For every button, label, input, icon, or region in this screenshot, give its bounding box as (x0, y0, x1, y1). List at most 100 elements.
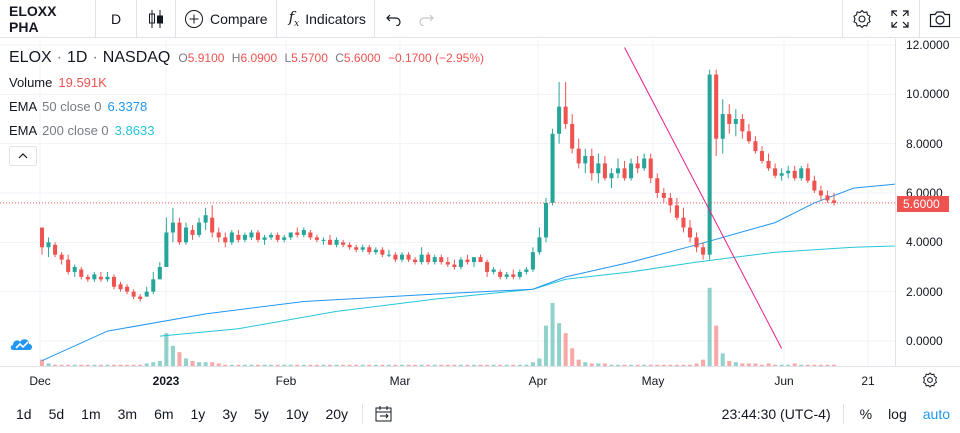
candle-body (275, 234, 280, 240)
time-tick: 21 (861, 374, 875, 388)
snapshot-button[interactable] (920, 0, 960, 38)
candle-body (347, 244, 352, 248)
volume-bar (183, 358, 189, 366)
volume-bar (236, 364, 241, 366)
compare-button[interactable]: Compare (176, 0, 276, 38)
candle-body (517, 271, 522, 277)
price-axis[interactable]: 12.0000 10.0000 8.0000 6.0000 4.0000 2.0… (895, 38, 960, 366)
volume-bar (144, 363, 149, 366)
legend-ohlc: O5.9100 H6.0900 L5.5700 C5.6000 −0.1700 … (178, 51, 488, 65)
volume-bar (46, 363, 51, 366)
fullscreen-button[interactable] (881, 0, 919, 38)
candle-body (557, 106, 562, 134)
volume-bar (177, 352, 182, 366)
toolbar-divider (373, 0, 375, 38)
volume-bar (576, 359, 581, 366)
range-10y-button[interactable]: 10y (285, 406, 309, 422)
volume-bar (648, 364, 653, 366)
indicators-button[interactable]: fx Indicators (277, 0, 374, 38)
candle-body (269, 234, 274, 238)
time-tick: Dec (29, 374, 51, 388)
volume-bar (125, 364, 130, 366)
volume-bar (740, 363, 745, 366)
legend-collapse-button[interactable] (9, 146, 37, 166)
legend-ticker[interactable]: ELOX (9, 49, 52, 66)
legend-volume[interactable]: Volume 19.591K (9, 70, 488, 94)
volume-bar (707, 287, 712, 366)
top-toolbar: ELOXX PHA D Compare fx Indicators (0, 0, 960, 38)
settings-button[interactable] (843, 0, 881, 38)
volume-bar (452, 364, 457, 366)
legend-ema200[interactable]: EMA 200 close 0 3.8633 (9, 118, 488, 142)
candle-body (537, 237, 542, 253)
chart-style-button[interactable] (137, 0, 175, 38)
candle-body (183, 227, 189, 243)
candle-body (144, 291, 149, 297)
axis-settings-icon[interactable] (922, 372, 938, 388)
auto-scale-button[interactable]: auto (922, 406, 950, 422)
candle-body (413, 259, 418, 263)
volume-bar (478, 364, 483, 366)
volume-bar (59, 364, 64, 366)
candle-body (714, 74, 719, 139)
price-chart[interactable] (0, 39, 895, 366)
range-1d-button[interactable]: 1d (16, 406, 32, 422)
candle-body (314, 237, 319, 240)
candle-body (197, 222, 202, 235)
volume-bar (537, 358, 542, 366)
volume-bar (674, 364, 679, 366)
low-key: L (284, 51, 292, 65)
volume-bar (327, 364, 333, 366)
volume-bar (609, 364, 614, 366)
volume-bar (818, 364, 823, 366)
volume-bar (602, 363, 607, 366)
log-scale-button[interactable]: log (888, 406, 907, 422)
redo-button[interactable] (413, 0, 439, 38)
volume-bar (831, 364, 837, 366)
volume-bar (786, 364, 791, 366)
range-6m-button[interactable]: 6m (154, 406, 174, 422)
fx-icon: fx (288, 8, 300, 29)
candle-body (524, 269, 529, 272)
chart-pane[interactable] (0, 39, 895, 366)
candle-body (393, 254, 398, 260)
volume-bar (727, 360, 732, 366)
candle-body (465, 259, 470, 263)
candle-body (786, 170, 791, 174)
legend-ema50[interactable]: EMA 50 close 0 6.3378 (9, 94, 488, 118)
candle-body (170, 222, 175, 233)
undo-button[interactable] (375, 0, 413, 38)
candle-body (831, 200, 837, 203)
range-5y-button[interactable]: 5y (254, 406, 269, 422)
interval-button[interactable]: D (110, 10, 122, 27)
logo-badge[interactable] (6, 330, 38, 358)
candle-body (563, 106, 568, 124)
volume-bar (635, 364, 640, 366)
candle-body (210, 217, 215, 233)
toolbar-divider (175, 0, 176, 38)
trendline-drawing (624, 47, 783, 349)
range-3m-button[interactable]: 3m (117, 406, 138, 422)
volume-bar (753, 363, 758, 366)
clock-display[interactable]: 23:44:30 (UTC-4) (721, 406, 831, 422)
percent-scale-button[interactable]: % (859, 406, 873, 422)
ema200-value: 3.8633 (114, 122, 155, 138)
range-5d-button[interactable]: 5d (48, 406, 65, 422)
range-3y-button[interactable]: 3y (222, 406, 238, 422)
range-1m-button[interactable]: 1m (81, 406, 101, 422)
candle-body (596, 163, 601, 174)
range-20y-button[interactable]: 20y (325, 406, 349, 422)
symbol-search[interactable]: ELOXX PHA (9, 2, 57, 35)
candle-body (341, 242, 346, 245)
volume-bar (275, 364, 280, 366)
date-range-button[interactable] (375, 406, 393, 422)
time-tick: Apr (528, 374, 548, 388)
candle-body (452, 264, 457, 267)
volume-bar (288, 364, 293, 366)
volume-bar (164, 333, 169, 366)
bottom-right-controls: 23:44:30 (UTC-4) % log auto (706, 395, 950, 433)
candle-body (406, 254, 411, 260)
volume-value: 19.591K (58, 74, 107, 90)
range-1y-button[interactable]: 1y (190, 406, 206, 422)
time-axis[interactable]: Dec 2023 Feb Mar Apr May Jun 21 (0, 366, 960, 394)
